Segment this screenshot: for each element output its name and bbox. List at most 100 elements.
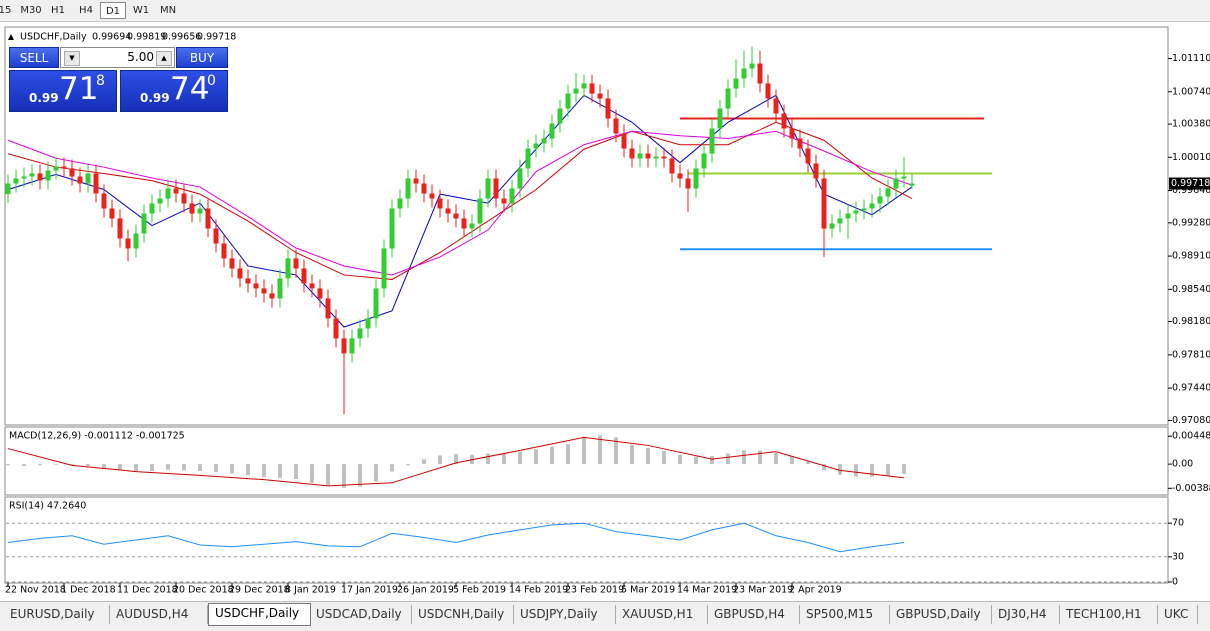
- candle-body: [45, 170, 51, 181]
- timeframe-button[interactable]: MN: [159, 5, 177, 16]
- candle-body: [693, 168, 699, 189]
- candle-body: [13, 178, 19, 184]
- candle-body: [885, 188, 891, 197]
- candle-body: [749, 63, 755, 69]
- x-tick-label: 22 Nov 2018: [5, 585, 66, 596]
- candle-body: [877, 196, 883, 204]
- chart-tab[interactable]: SP500,M15: [800, 605, 890, 624]
- chart-tab[interactable]: UKC: [1158, 605, 1198, 624]
- x-tick-label: 2 Apr 2019: [789, 585, 842, 596]
- candle-body: [685, 178, 691, 189]
- candle-body: [797, 138, 803, 149]
- timeframe-button[interactable]: M30: [20, 5, 42, 16]
- decrease[interactable]: ▼: [64, 51, 80, 66]
- rsi-line: [7, 522, 905, 553]
- candle-body: [813, 163, 819, 179]
- sell-button[interactable]: SELL: [9, 47, 59, 68]
- candle-body: [869, 203, 875, 209]
- x-tick-label: 8 Jan 2019: [285, 585, 336, 596]
- candle-body: [69, 168, 75, 177]
- x-tick-label: 23 Feb 2019: [565, 585, 624, 596]
- y-tick-label: 1.00010: [1172, 152, 1210, 163]
- y-tick-label: 1.00740: [1172, 86, 1210, 97]
- chart-tab[interactable]: GBPUSD,H4: [708, 605, 800, 624]
- candle-body: [669, 158, 675, 174]
- chart-tab[interactable]: DJ30,H4: [992, 605, 1060, 624]
- macd-bar: [758, 450, 762, 465]
- timeframe-toolbar: 15 M30 H1 H4 D1 W1 MN: [0, 0, 1210, 22]
- macd-bar: [582, 436, 586, 465]
- increase[interactable]: ▲: [156, 51, 172, 66]
- ask-big: 0.99: [140, 91, 170, 105]
- chart-tab[interactable]: GBPUSD,Daily: [890, 605, 992, 624]
- candle-body: [285, 258, 291, 279]
- lot-input[interactable]: ▼ 5.00 ▲: [60, 47, 175, 68]
- candle-body: [141, 213, 147, 234]
- candle-body: [461, 218, 467, 229]
- candle-body: [605, 98, 611, 119]
- candle-body: [717, 108, 723, 129]
- macd-bar: [678, 454, 682, 465]
- chart-tabs: EURUSD,Daily AUDUSD,H4 USDCHF,Daily USDCAD,…: [0, 601, 1210, 631]
- candle-body: [445, 208, 451, 214]
- candle-body: [349, 338, 355, 354]
- macd-bar: [150, 464, 154, 471]
- macd-panel: [4, 426, 1169, 496]
- candle-body: [621, 133, 627, 149]
- chart-tab[interactable]: EURUSD,Daily: [4, 605, 110, 624]
- candle-body: [845, 213, 851, 219]
- ohlc-value: 0.99656: [162, 32, 201, 43]
- candle-body: [757, 63, 763, 84]
- candle-body: [301, 268, 307, 284]
- chart-tab[interactable]: AUDUSD,H4: [110, 605, 208, 624]
- chart-tab[interactable]: TECH100,H1: [1060, 605, 1158, 624]
- macd-bar: [342, 464, 346, 488]
- macd-bar: [662, 451, 666, 465]
- ask-box[interactable]: 0.99 74 0: [120, 70, 228, 112]
- candle-body: [469, 223, 475, 229]
- candle-body: [565, 93, 571, 109]
- candle-body: [213, 228, 219, 244]
- candle-body: [525, 148, 531, 169]
- candle-body: [357, 328, 363, 339]
- chart-tab[interactable]: USDJPY,Daily: [514, 605, 616, 624]
- macd-bar: [870, 464, 874, 477]
- macd-bar: [198, 464, 202, 471]
- chart-tab[interactable]: USDCAD,Daily: [310, 605, 412, 624]
- ohlc-value: 0.99718: [197, 32, 236, 43]
- chart-tab[interactable]: XAUUSD,H1: [616, 605, 708, 624]
- macd-bar: [262, 464, 266, 478]
- indicator-title: RSI(14) 47.2640: [9, 501, 86, 512]
- candle-body: [149, 203, 155, 214]
- chart-tab[interactable]: USDCNH,Daily: [412, 605, 514, 624]
- candle-body: [477, 198, 483, 224]
- macd-bar: [454, 454, 458, 465]
- macd-bar: [694, 456, 698, 465]
- timeframe-button[interactable]: 15: [0, 5, 12, 16]
- macd-bar: [278, 464, 282, 478]
- timeframe-button[interactable]: H4: [79, 5, 93, 16]
- candle-body: [829, 223, 835, 229]
- macd-bar: [390, 464, 394, 472]
- candle-body: [429, 193, 435, 199]
- timeframe-button[interactable]: D1: [100, 2, 126, 19]
- chart-tab[interactable]: USDCHF,Daily: [208, 603, 311, 626]
- candle-body: [589, 83, 595, 94]
- x-tick-label: 14 Feb 2019: [509, 585, 568, 596]
- candle-body: [597, 93, 603, 99]
- candle-body: [741, 68, 747, 79]
- bid-box[interactable]: 0.99 71 8: [9, 70, 117, 112]
- x-tick-label: 17 Jan 2019: [341, 585, 398, 596]
- buy-button[interactable]: BUY: [176, 47, 228, 68]
- macd-bar: [902, 464, 906, 475]
- x-tick-label: 14 Mar 2019: [677, 585, 737, 596]
- y-tick-label: 1.01110: [1172, 53, 1210, 64]
- timeframe-button[interactable]: W1: [132, 5, 150, 16]
- candle-body: [517, 168, 523, 189]
- candle-body: [325, 298, 331, 319]
- candle-body: [453, 213, 459, 219]
- y-tick-label: 0.98180: [1172, 316, 1210, 327]
- macd-bar: [838, 464, 842, 475]
- candle-body: [397, 198, 403, 209]
- timeframe-button[interactable]: H1: [51, 5, 65, 16]
